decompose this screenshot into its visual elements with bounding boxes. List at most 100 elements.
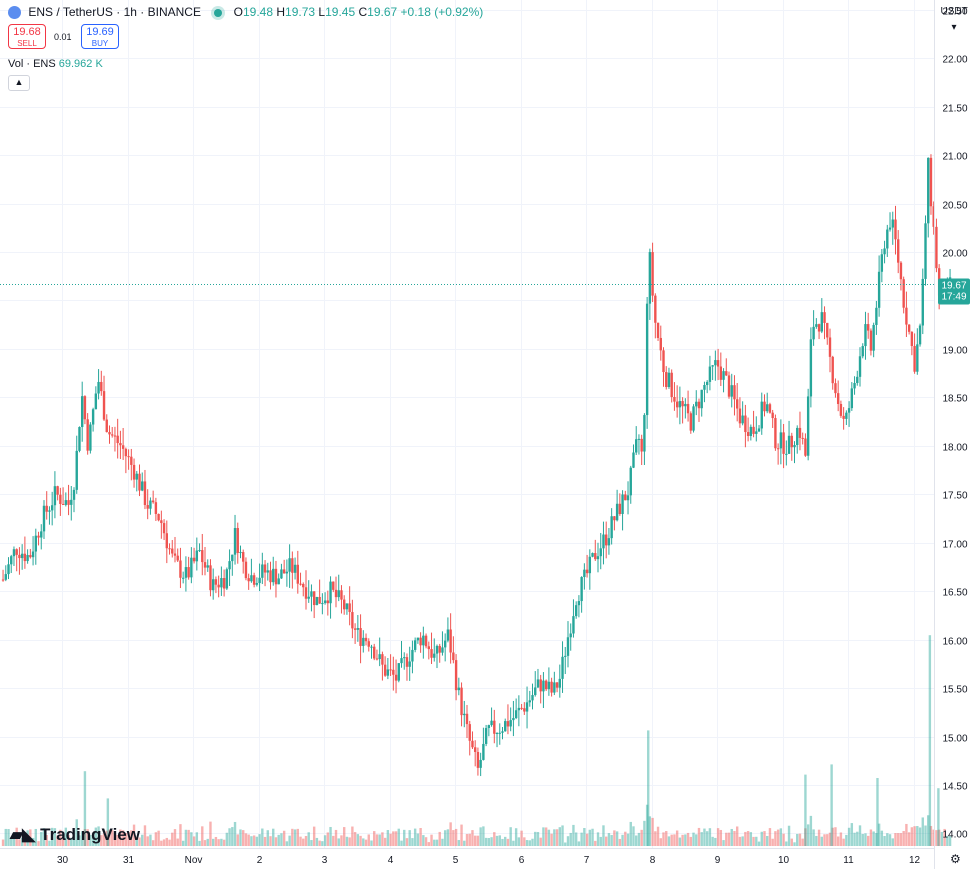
candle-body xyxy=(544,680,548,690)
volume-bar xyxy=(20,837,24,846)
volume-bar xyxy=(165,837,168,846)
candle-body xyxy=(689,413,692,431)
volume-bar xyxy=(375,834,379,846)
candle-body xyxy=(607,538,611,546)
candle-body xyxy=(782,432,785,454)
volume-bar xyxy=(648,816,652,846)
volume-bar xyxy=(476,835,480,846)
volume-bar xyxy=(763,831,766,846)
candle-body xyxy=(258,577,261,584)
volume-bar xyxy=(209,821,212,846)
candle-body xyxy=(413,640,417,650)
settings-gear-icon[interactable]: ⚙ xyxy=(950,852,961,866)
volume-bar xyxy=(782,833,785,846)
volume-spike-bar xyxy=(83,771,87,846)
candle-body xyxy=(615,503,619,521)
volume-bar xyxy=(383,837,387,846)
volume-bar xyxy=(536,831,540,846)
candle-body xyxy=(362,637,365,646)
price-axis[interactable]: 14.00 14.50 15.00 15.50 16.00 16.50 17.00 17.50… xyxy=(942,7,967,841)
volume-bar xyxy=(907,832,911,846)
volume-bar xyxy=(864,833,867,846)
volume-bar xyxy=(937,829,941,846)
symbol-name[interactable]: ENS xyxy=(28,5,54,19)
candle-body xyxy=(351,612,354,629)
candle-body xyxy=(176,555,179,561)
sell-button[interactable]: 19.68 SELL xyxy=(8,24,46,49)
candle-body xyxy=(302,583,305,588)
collapse-legend-button[interactable]: ▲ xyxy=(8,75,30,91)
open-value: 19.48 xyxy=(242,5,274,19)
volume-bar xyxy=(498,835,501,846)
volume-bar xyxy=(523,837,526,846)
volume-bar xyxy=(779,828,783,846)
volume-bar xyxy=(823,834,826,846)
currency-menu[interactable]: USDT ▾ xyxy=(938,4,970,33)
candle-body xyxy=(282,569,286,574)
buy-button[interactable]: 19.69 BUY xyxy=(81,24,119,49)
volume-bar xyxy=(858,825,862,846)
time-tick-label: 5 xyxy=(453,855,459,866)
candle-body xyxy=(149,500,152,509)
candle-body xyxy=(845,412,848,419)
time-axis[interactable]: 30 31 Nov 2 3 4 5 6 7 8 9 10 11 12 xyxy=(57,855,921,866)
high-label: H xyxy=(276,5,286,19)
volume-bar xyxy=(746,831,750,846)
grid-lines xyxy=(0,0,934,848)
interval-label[interactable]: 1h xyxy=(123,5,137,19)
candle-body xyxy=(307,596,310,599)
volume-bar xyxy=(910,827,914,846)
volume-bar xyxy=(362,838,365,846)
candle-body xyxy=(438,645,441,653)
candle-body xyxy=(708,366,712,382)
volume-bar xyxy=(397,828,400,846)
volume-bar xyxy=(626,833,630,846)
volume-bar xyxy=(604,836,608,846)
volume-bar xyxy=(902,830,905,846)
volume-bar xyxy=(801,838,804,846)
volume-bar xyxy=(236,834,239,846)
candle-body xyxy=(916,344,919,372)
close-label: C xyxy=(358,5,368,19)
volume-bar xyxy=(195,832,199,846)
candle-body xyxy=(506,721,510,727)
volume-bar xyxy=(359,835,362,846)
candle-body xyxy=(269,570,272,583)
volume-bar xyxy=(776,829,780,846)
candle-body xyxy=(490,720,493,726)
volume-bar xyxy=(599,836,602,846)
volume-bar xyxy=(632,826,635,846)
candle-body xyxy=(697,401,701,409)
volume-bar xyxy=(80,831,84,846)
volume-bar xyxy=(725,832,728,846)
last-price-label: 19.67 xyxy=(941,281,966,292)
candle-body xyxy=(91,409,95,425)
volume-spike-bar xyxy=(647,730,650,846)
candle-body xyxy=(138,473,141,491)
candle-body xyxy=(866,324,870,331)
volume-bar xyxy=(441,838,444,846)
candle-body xyxy=(673,397,676,402)
candle-body xyxy=(918,325,922,345)
candle-body xyxy=(121,445,125,449)
price-tick-label: 18.50 xyxy=(942,394,967,405)
quote-name: TetherUS xyxy=(62,5,113,19)
candle-body xyxy=(817,324,821,332)
candle-body xyxy=(645,303,649,416)
volume-bar xyxy=(102,833,106,846)
candle-body xyxy=(263,564,267,573)
volume-bar xyxy=(108,829,111,846)
candle-body xyxy=(599,548,602,557)
volume-bar xyxy=(847,827,851,846)
volume-bar xyxy=(351,826,354,846)
candle-body xyxy=(749,426,753,436)
volume-bar xyxy=(411,838,414,846)
candle-body xyxy=(443,640,447,648)
candle-body xyxy=(588,556,592,574)
volume-bar xyxy=(282,830,286,846)
volume-bar xyxy=(635,835,638,846)
volume-bar xyxy=(796,833,799,846)
candle-body xyxy=(531,695,534,701)
volume-bar xyxy=(250,836,253,846)
